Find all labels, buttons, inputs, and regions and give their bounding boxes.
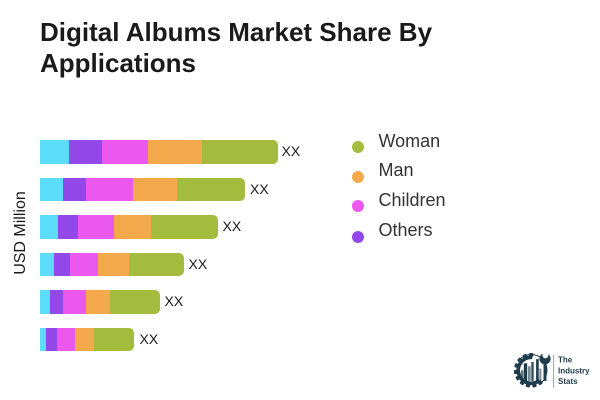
svg-text:Industry: Industry [558, 367, 590, 376]
svg-text:The: The [558, 355, 573, 364]
svg-text:Stats: Stats [558, 377, 578, 386]
